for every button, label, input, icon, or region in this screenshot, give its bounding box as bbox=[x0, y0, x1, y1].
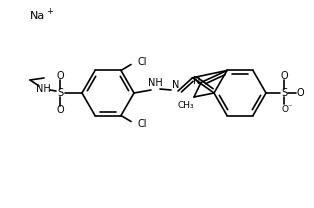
Text: O: O bbox=[281, 104, 289, 114]
Text: CH₃: CH₃ bbox=[178, 100, 194, 109]
Text: NH: NH bbox=[35, 84, 50, 94]
Text: N: N bbox=[172, 80, 180, 90]
Text: O: O bbox=[56, 105, 64, 115]
Text: ⁻: ⁻ bbox=[288, 103, 292, 111]
Text: O: O bbox=[280, 71, 288, 81]
Text: Cl: Cl bbox=[138, 119, 148, 129]
Text: S: S bbox=[281, 88, 287, 98]
Text: +: + bbox=[46, 7, 53, 16]
Text: O: O bbox=[296, 88, 304, 98]
Text: N: N bbox=[193, 77, 201, 87]
Text: Cl: Cl bbox=[138, 57, 148, 67]
Text: S: S bbox=[57, 88, 63, 98]
Text: NH: NH bbox=[148, 78, 162, 88]
Text: Na: Na bbox=[30, 11, 45, 21]
Text: O: O bbox=[56, 71, 64, 81]
